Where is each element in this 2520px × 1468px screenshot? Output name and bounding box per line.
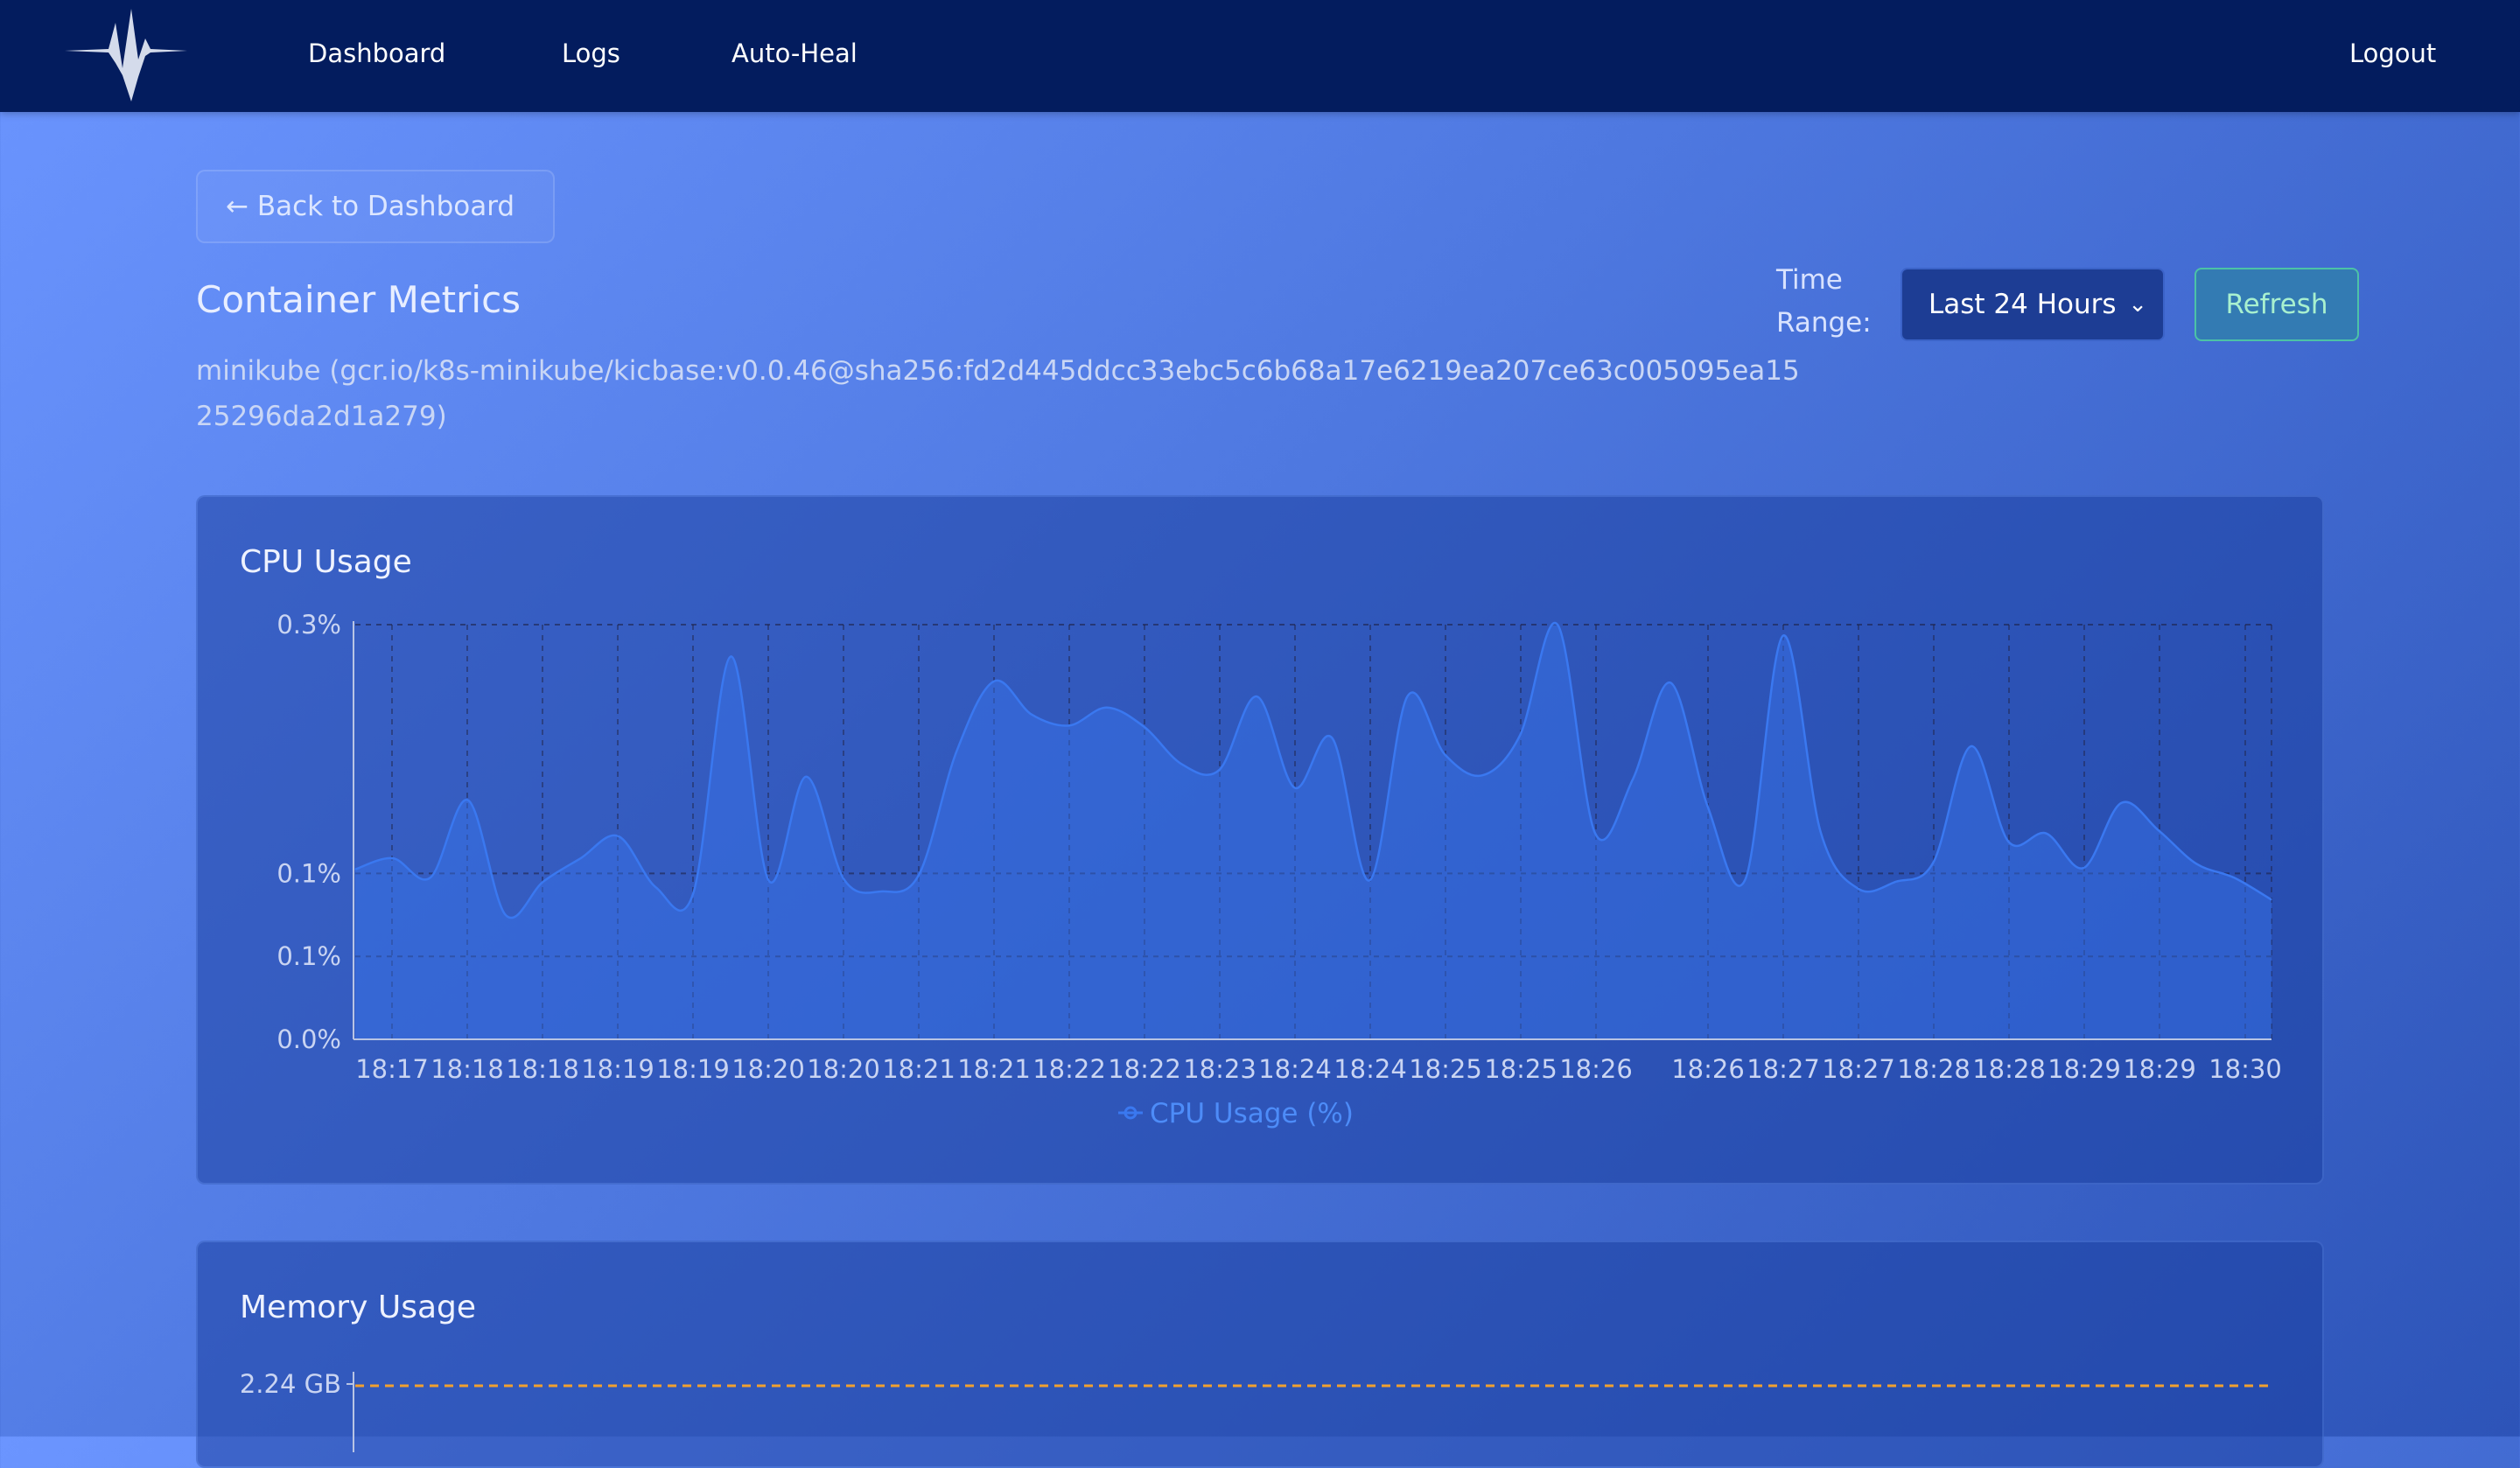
cpu-data-point bbox=[2120, 802, 2122, 804]
memory-y-tick-label: 2.24 GB bbox=[240, 1369, 341, 1399]
cpu-data-point bbox=[2195, 863, 2197, 864]
top-navbar: Dashboard Logs Auto-Heal Logout bbox=[0, 0, 2520, 112]
cpu-data-point bbox=[730, 655, 732, 657]
x-tick-label: 18:19 bbox=[581, 1054, 654, 1084]
x-tick-label: 18:21 bbox=[882, 1054, 956, 1084]
cpu-data-point bbox=[805, 776, 807, 778]
cpu-data-point bbox=[392, 857, 394, 859]
x-tick-label: 18:29 bbox=[2048, 1054, 2121, 1084]
x-tick-label: 18:22 bbox=[1032, 1054, 1106, 1084]
x-tick-label: 18:29 bbox=[2123, 1054, 2196, 1084]
cpu-data-point bbox=[1219, 769, 1221, 771]
cpu-data-point bbox=[1895, 881, 1897, 883]
nav-logs-link[interactable]: Logs bbox=[562, 38, 620, 68]
cpu-data-point bbox=[1331, 737, 1333, 739]
cpu-data-point bbox=[1970, 745, 1971, 747]
logout-link[interactable]: Logout bbox=[2349, 38, 2437, 68]
cpu-data-point bbox=[692, 892, 694, 894]
cpu-data-point bbox=[1106, 707, 1108, 709]
cpu-data-point bbox=[1933, 862, 1935, 863]
cpu-data-point bbox=[1820, 831, 1822, 833]
x-tick-label: 18:22 bbox=[1108, 1054, 1181, 1084]
memory-usage-card: Memory Usage 2.24 GB bbox=[196, 1241, 2324, 1468]
cpu-data-point bbox=[1444, 754, 1446, 756]
cpu-data-point bbox=[2233, 877, 2235, 878]
cpu-data-point bbox=[1181, 764, 1183, 765]
x-tick-label: 18:21 bbox=[957, 1054, 1031, 1084]
cpu-data-point bbox=[1745, 878, 1746, 880]
cpu-usage-area bbox=[355, 622, 2272, 1039]
legend-swatch-marker bbox=[1124, 1106, 1138, 1120]
cpu-data-point bbox=[1031, 714, 1032, 716]
nav-auto-heal-link[interactable]: Auto-Heal bbox=[732, 38, 858, 68]
cpu-data-point bbox=[1406, 696, 1408, 697]
cpu-data-point bbox=[580, 857, 582, 859]
x-tick-label: 18:18 bbox=[506, 1054, 579, 1084]
cpu-chart-title: CPU Usage bbox=[240, 544, 412, 580]
cpu-data-point bbox=[1294, 786, 1296, 788]
back-to-dashboard-button[interactable]: ← Back to Dashboard bbox=[196, 170, 555, 243]
cpu-data-point bbox=[2045, 833, 2047, 835]
legend-label: CPU Usage (%) bbox=[1150, 1098, 1354, 1129]
cpu-data-point bbox=[1481, 774, 1483, 776]
x-tick-label: 18:30 bbox=[2208, 1054, 2282, 1084]
cpu-data-point bbox=[767, 879, 769, 881]
heartbeat-logo-icon[interactable] bbox=[63, 7, 189, 105]
x-tick-label: 18:27 bbox=[1822, 1054, 1895, 1084]
cpu-data-point bbox=[1519, 734, 1521, 736]
cpu-data-point bbox=[1368, 879, 1370, 881]
x-tick-label: 18:17 bbox=[355, 1054, 429, 1084]
cpu-data-point bbox=[655, 886, 657, 888]
cpu-data-point bbox=[956, 751, 957, 752]
cpu-data-point bbox=[1256, 696, 1258, 697]
x-tick-label: 18:24 bbox=[1258, 1054, 1332, 1084]
time-range-label: Time Range: bbox=[1776, 264, 1872, 339]
chevron-down-icon: ⌄ bbox=[2128, 291, 2147, 318]
x-tick-label: 18:28 bbox=[1972, 1054, 2046, 1084]
x-tick-label: 18:19 bbox=[656, 1054, 730, 1084]
x-tick-label: 18:25 bbox=[1409, 1054, 1482, 1084]
x-tick-label: 18:28 bbox=[1897, 1054, 1970, 1084]
x-tick-label: 18:25 bbox=[1484, 1054, 1558, 1084]
refresh-button[interactable]: Refresh bbox=[2194, 268, 2359, 341]
time-range-select[interactable]: Last 24 Hours ⌄ bbox=[1900, 268, 2165, 341]
cpu-data-point bbox=[1068, 724, 1070, 726]
nav-dashboard-link[interactable]: Dashboard bbox=[308, 38, 446, 68]
cpu-data-point bbox=[618, 835, 620, 837]
cpu-data-point bbox=[542, 881, 544, 883]
page-title: Container Metrics bbox=[196, 278, 522, 321]
y-tick-label: 0.3% bbox=[276, 610, 341, 640]
memory-usage-chart: 2.24 GB bbox=[240, 1369, 2272, 1452]
x-tick-label: 18:27 bbox=[1746, 1054, 1820, 1084]
y-tick-label: 0.0% bbox=[276, 1024, 341, 1054]
x-tick-label: 18:26 bbox=[1559, 1054, 1633, 1084]
x-tick-label: 18:23 bbox=[1183, 1054, 1256, 1084]
y-tick-label: 0.1% bbox=[276, 941, 341, 971]
x-tick-label: 18:18 bbox=[430, 1054, 504, 1084]
cpu-data-point bbox=[1782, 635, 1784, 637]
x-tick-label: 18:24 bbox=[1334, 1054, 1407, 1084]
cpu-data-point bbox=[354, 869, 356, 870]
time-range-selected-value: Last 24 Hours bbox=[1928, 289, 2117, 320]
x-tick-label: 18:20 bbox=[732, 1054, 805, 1084]
cpu-data-point bbox=[2158, 829, 2160, 831]
y-tick-label: 0.1% bbox=[276, 858, 341, 888]
cpu-data-point bbox=[505, 914, 507, 916]
cpu-usage-line bbox=[354, 621, 2272, 919]
cpu-data-point bbox=[993, 681, 995, 682]
memory-chart-title: Memory Usage bbox=[240, 1290, 477, 1325]
cpu-data-point bbox=[2082, 867, 2084, 869]
cpu-usage-card: CPU Usage 0.0% 0.1% 0.1% 0.3% 18:17 18:18 18:1… bbox=[196, 495, 2324, 1185]
cpu-data-point bbox=[1594, 833, 1596, 835]
x-tick-label: 18:20 bbox=[807, 1054, 880, 1084]
container-name: minikube (gcr.io/k8s-minikube/kicbase:v0… bbox=[196, 355, 1800, 432]
x-tick-label: 18:26 bbox=[1671, 1054, 1745, 1084]
cpu-usage-chart: 0.0%0.1%0.1%0.3%18:17 18:18 18:18 18:19 18:1… bbox=[276, 610, 2282, 1129]
cpu-data-point bbox=[918, 874, 920, 876]
